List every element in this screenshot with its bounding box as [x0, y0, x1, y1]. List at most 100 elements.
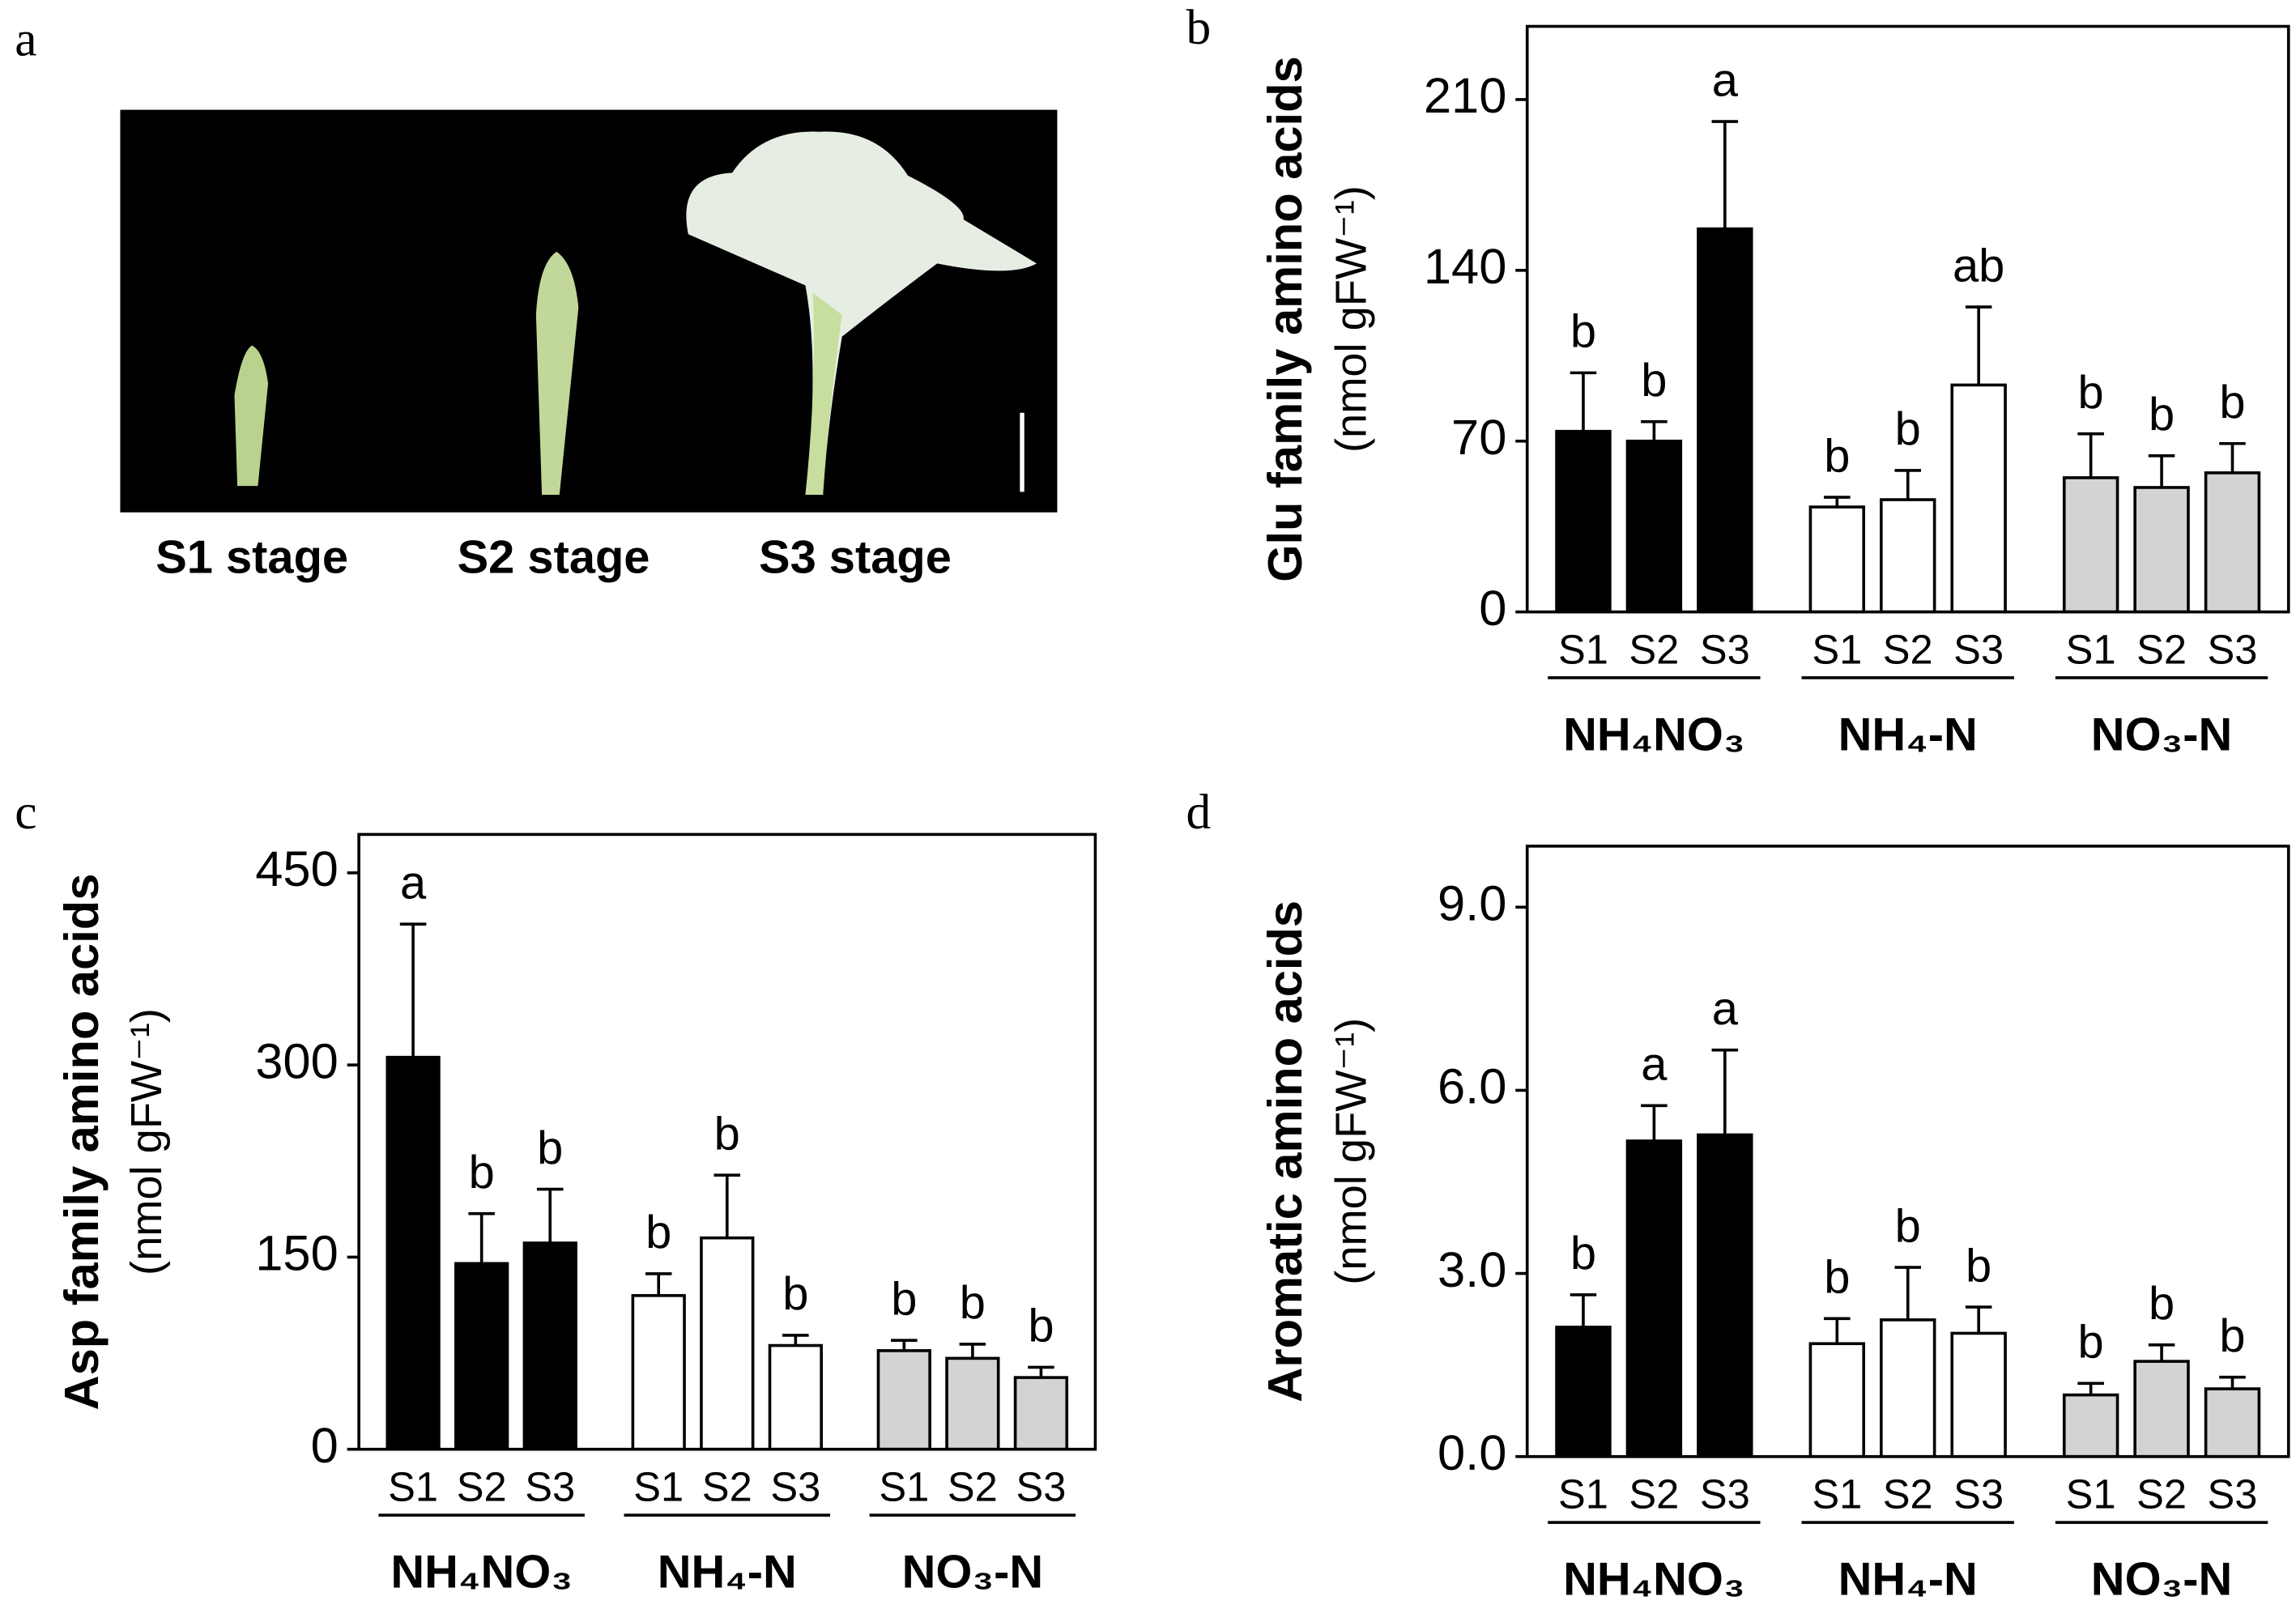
group-label: NH₄-N	[658, 1546, 797, 1598]
x-tick-label: S2	[1883, 1471, 1933, 1518]
y-tick-label: 3.0	[1438, 1242, 1506, 1298]
y-tick-label: 0	[1479, 581, 1506, 636]
stage-label: S3 stage	[759, 532, 952, 584]
x-tick-label: S3	[525, 1464, 575, 1510]
significance-letter: b	[2078, 1317, 2104, 1369]
group-label: NO₃-N	[2091, 1553, 2233, 1605]
panel-label: c	[15, 785, 36, 840]
significance-letter: b	[1895, 1200, 1921, 1252]
bar	[1697, 227, 1753, 614]
x-tick-label: S1	[2066, 627, 2116, 673]
panel-label: a	[15, 11, 36, 66]
significance-letter: b	[1966, 1240, 1991, 1292]
y-axis-unit: (nmol gFW⁻¹)	[1327, 185, 1376, 453]
bar	[2062, 1393, 2119, 1458]
significance-letter: b	[537, 1122, 563, 1174]
significance-letter: b	[714, 1108, 740, 1160]
bar	[2133, 1360, 2190, 1458]
y-tick-label: 140	[1424, 239, 1507, 295]
significance-letter: b	[1824, 1252, 1850, 1304]
group-label: NH₄-N	[1838, 1553, 1978, 1605]
group-label: NH₄NO₃	[1563, 709, 1745, 760]
bar	[386, 1055, 441, 1451]
significance-letter: b	[2149, 389, 2175, 441]
x-tick-label: S1	[879, 1464, 929, 1510]
bar	[1950, 383, 2007, 614]
x-tick-label: S2	[2136, 627, 2187, 673]
plot-frame	[357, 832, 1097, 1451]
x-tick-label: S1	[633, 1464, 684, 1510]
y-axis-unit: (nmol gFW⁻¹)	[1327, 1018, 1376, 1285]
group-label: NH₄NO₃	[1563, 1553, 1745, 1605]
x-tick-label: S1	[1558, 1471, 1608, 1518]
stage-label: S2 stage	[458, 532, 650, 584]
x-tick-label: S1	[1812, 1471, 1862, 1518]
significance-letter: b	[2149, 1278, 2175, 1330]
significance-letter: b	[960, 1277, 986, 1329]
significance-letter: b	[1641, 355, 1667, 407]
x-tick-label: S1	[1812, 627, 1862, 673]
bar	[1625, 439, 1683, 614]
significance-letter: b	[2078, 367, 2104, 419]
significance-letter: a	[400, 857, 427, 909]
bar	[1880, 498, 1936, 614]
x-tick-label: S2	[457, 1464, 507, 1510]
significance-letter: b	[1824, 430, 1850, 482]
bar	[2062, 476, 2119, 614]
significance-letter: b	[1570, 1228, 1596, 1279]
group-label: NO₃-N	[2091, 709, 2233, 760]
significance-letter: b	[2219, 377, 2245, 428]
group-label: NO₃-N	[902, 1546, 1044, 1598]
x-tick-label: S3	[2208, 627, 2258, 673]
stage-label: S1 stage	[155, 532, 348, 584]
bar	[522, 1241, 577, 1451]
bar	[454, 1262, 509, 1451]
significance-letter: b	[891, 1274, 917, 1326]
x-tick-label: S2	[948, 1464, 998, 1510]
flower-s3	[686, 131, 1037, 496]
x-tick-label: S3	[1016, 1464, 1066, 1510]
significance-letter: ab	[1953, 240, 2004, 292]
bud-s1	[234, 345, 269, 487]
y-axis-title: Asp family amino acids	[54, 874, 109, 1411]
panel-label: b	[1186, 0, 1212, 55]
y-tick-label: 0	[311, 1418, 339, 1474]
bar	[1950, 1331, 2007, 1458]
y-tick-label: 150	[255, 1226, 339, 1282]
y-tick-label: 0.0	[1438, 1425, 1506, 1481]
significance-letter: b	[2219, 1310, 2245, 1362]
bar	[1808, 1342, 1866, 1458]
y-tick-label: 6.0	[1438, 1059, 1506, 1115]
bar	[700, 1236, 755, 1451]
y-axis-unit: (nmol gFW⁻¹)	[122, 1008, 171, 1275]
plot-frame	[1525, 24, 2290, 614]
x-tick-label: S2	[1883, 627, 1933, 673]
x-tick-label: S2	[1629, 1471, 1679, 1518]
bar	[1808, 505, 1866, 614]
y-tick-label: 210	[1424, 68, 1507, 124]
bar	[2204, 1387, 2261, 1458]
x-tick-label: S1	[1558, 627, 1608, 673]
x-tick-label: S3	[1953, 1471, 2004, 1518]
flower-tube	[805, 292, 842, 496]
y-tick-label: 450	[255, 841, 339, 897]
significance-letter: a	[1712, 983, 1739, 1035]
bar	[945, 1356, 1000, 1451]
y-tick-label: 70	[1451, 410, 1506, 466]
x-tick-label: S2	[702, 1464, 752, 1510]
significance-letter: a	[1712, 54, 1739, 106]
significance-letter: b	[1028, 1301, 1054, 1352]
significance-letter: b	[469, 1147, 495, 1198]
group-label: NH₄-N	[1838, 709, 1978, 760]
plot-frame	[1525, 845, 2290, 1458]
y-axis-title: Glu family amino acids	[1258, 56, 1312, 582]
bar	[1555, 429, 1612, 614]
bar	[876, 1349, 931, 1451]
bud-s2	[535, 251, 579, 496]
x-tick-label: S2	[1629, 627, 1679, 673]
x-tick-label: S3	[1953, 627, 2004, 673]
significance-letter: b	[1570, 306, 1596, 358]
x-tick-label: S3	[1700, 1471, 1750, 1518]
bar	[2133, 486, 2190, 614]
